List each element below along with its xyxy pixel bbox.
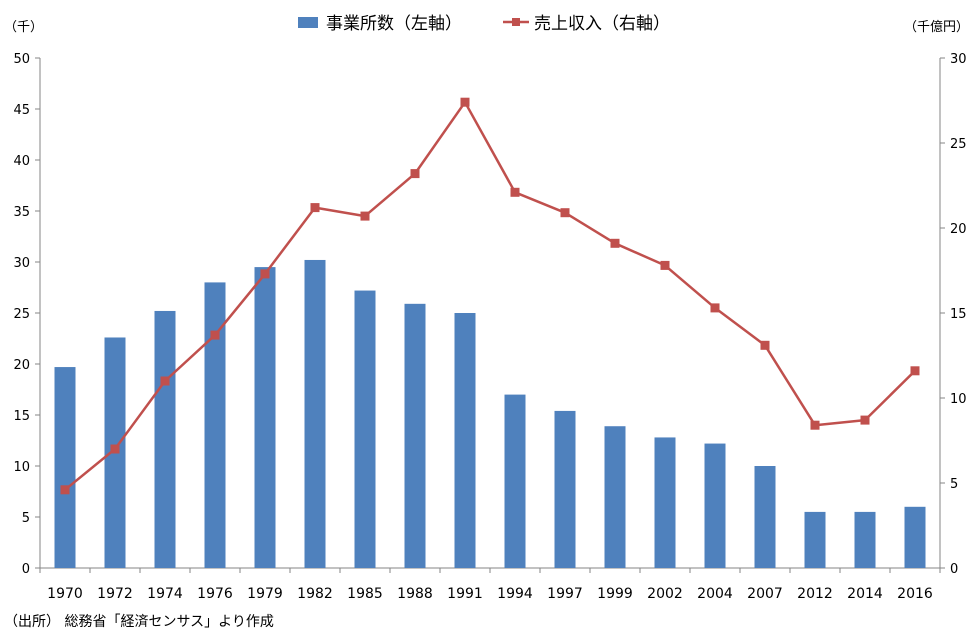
line-point [460, 97, 470, 107]
line-point [560, 208, 570, 218]
line-point [710, 303, 720, 313]
right-axis-unit: （千億円） [904, 19, 969, 35]
left-tick-label: 20 [13, 358, 30, 373]
right-tick-label: 0 [950, 562, 958, 577]
x-tick-label: 1982 [297, 586, 333, 602]
line-point [510, 187, 520, 197]
line-point [860, 415, 870, 425]
bar [504, 394, 526, 568]
left-tick-label: 35 [13, 205, 30, 220]
bar [604, 426, 626, 568]
line-point [910, 366, 920, 376]
x-tick-label: 2007 [747, 586, 783, 602]
bar [354, 290, 376, 568]
line-point [210, 330, 220, 340]
left-tick-label: 10 [13, 460, 30, 475]
bar [254, 267, 276, 568]
x-tick-label: 1976 [197, 586, 233, 602]
bar [204, 282, 226, 568]
right-tick-label: 25 [950, 137, 967, 152]
x-tick-label: 1985 [347, 586, 383, 602]
legend: 事業所数（左軸） 売上収入（右軸） [298, 14, 670, 34]
left-tick-label: 45 [13, 103, 30, 118]
bar [704, 443, 726, 568]
x-tick-label: 2016 [897, 586, 933, 602]
x-tick-label: 1988 [397, 586, 433, 602]
legend-line-marker [512, 18, 520, 26]
left-tick-label: 50 [13, 52, 30, 67]
line-point [410, 169, 420, 179]
left-tick-label: 0 [22, 562, 30, 577]
bar [554, 410, 576, 568]
x-tick-label: 1999 [597, 586, 633, 602]
bar [404, 303, 426, 568]
bar [154, 310, 176, 568]
bar [804, 511, 826, 568]
line-point [810, 420, 820, 430]
x-tick-label: 1972 [97, 586, 133, 602]
revenue-line [64, 100, 916, 491]
x-tick-label: 2004 [697, 586, 733, 602]
x-tick-label: 1974 [147, 586, 183, 602]
legend-bar-label: 事業所数（左軸） [326, 14, 462, 34]
right-tick-label: 5 [950, 477, 958, 492]
line-point [60, 485, 70, 495]
bar [754, 466, 776, 568]
left-tick-label: 30 [13, 256, 30, 271]
right-tick-label: 30 [950, 52, 967, 67]
bar [454, 313, 476, 568]
bar [304, 259, 326, 568]
left-tick-label: 15 [13, 409, 30, 424]
x-tick-label: 2014 [847, 586, 883, 602]
x-tick-label: 1994 [497, 586, 533, 602]
x-tick-label: 1979 [247, 586, 283, 602]
right-tick-label: 20 [950, 222, 967, 237]
x-tick-label: 1991 [447, 586, 483, 602]
line-point [160, 376, 170, 386]
bar [654, 437, 676, 568]
x-tick-label: 1970 [47, 586, 83, 602]
line-point [310, 203, 320, 213]
plot-area: 0 5 10 15 20 25 30 35 40 45 50 0 5 10 15 20 25 30 1970 1972… [13, 52, 966, 602]
line-point [110, 444, 120, 454]
line-point [360, 211, 370, 221]
x-tick-label: 2012 [797, 586, 833, 602]
x-tick-label: 2002 [647, 586, 683, 602]
bar [904, 506, 926, 568]
legend-bar-swatch [298, 17, 318, 28]
right-tick-label: 10 [950, 392, 967, 407]
line-point [610, 238, 620, 248]
right-tick-label: 15 [950, 307, 967, 322]
source-note: （出所） 総務省「経済センサス」より作成 [4, 614, 274, 630]
bar [854, 511, 876, 568]
left-axis-unit: （千） [4, 20, 43, 35]
line-point [260, 269, 270, 279]
line-point [760, 340, 770, 350]
bar [54, 367, 76, 568]
x-tick-label: 1997 [547, 586, 583, 602]
line-point [660, 260, 670, 270]
left-tick-label: 25 [13, 307, 30, 322]
left-tick-label: 5 [22, 511, 30, 526]
left-tick-label: 40 [13, 154, 30, 169]
legend-line-label: 売上収入（右軸） [534, 14, 670, 34]
